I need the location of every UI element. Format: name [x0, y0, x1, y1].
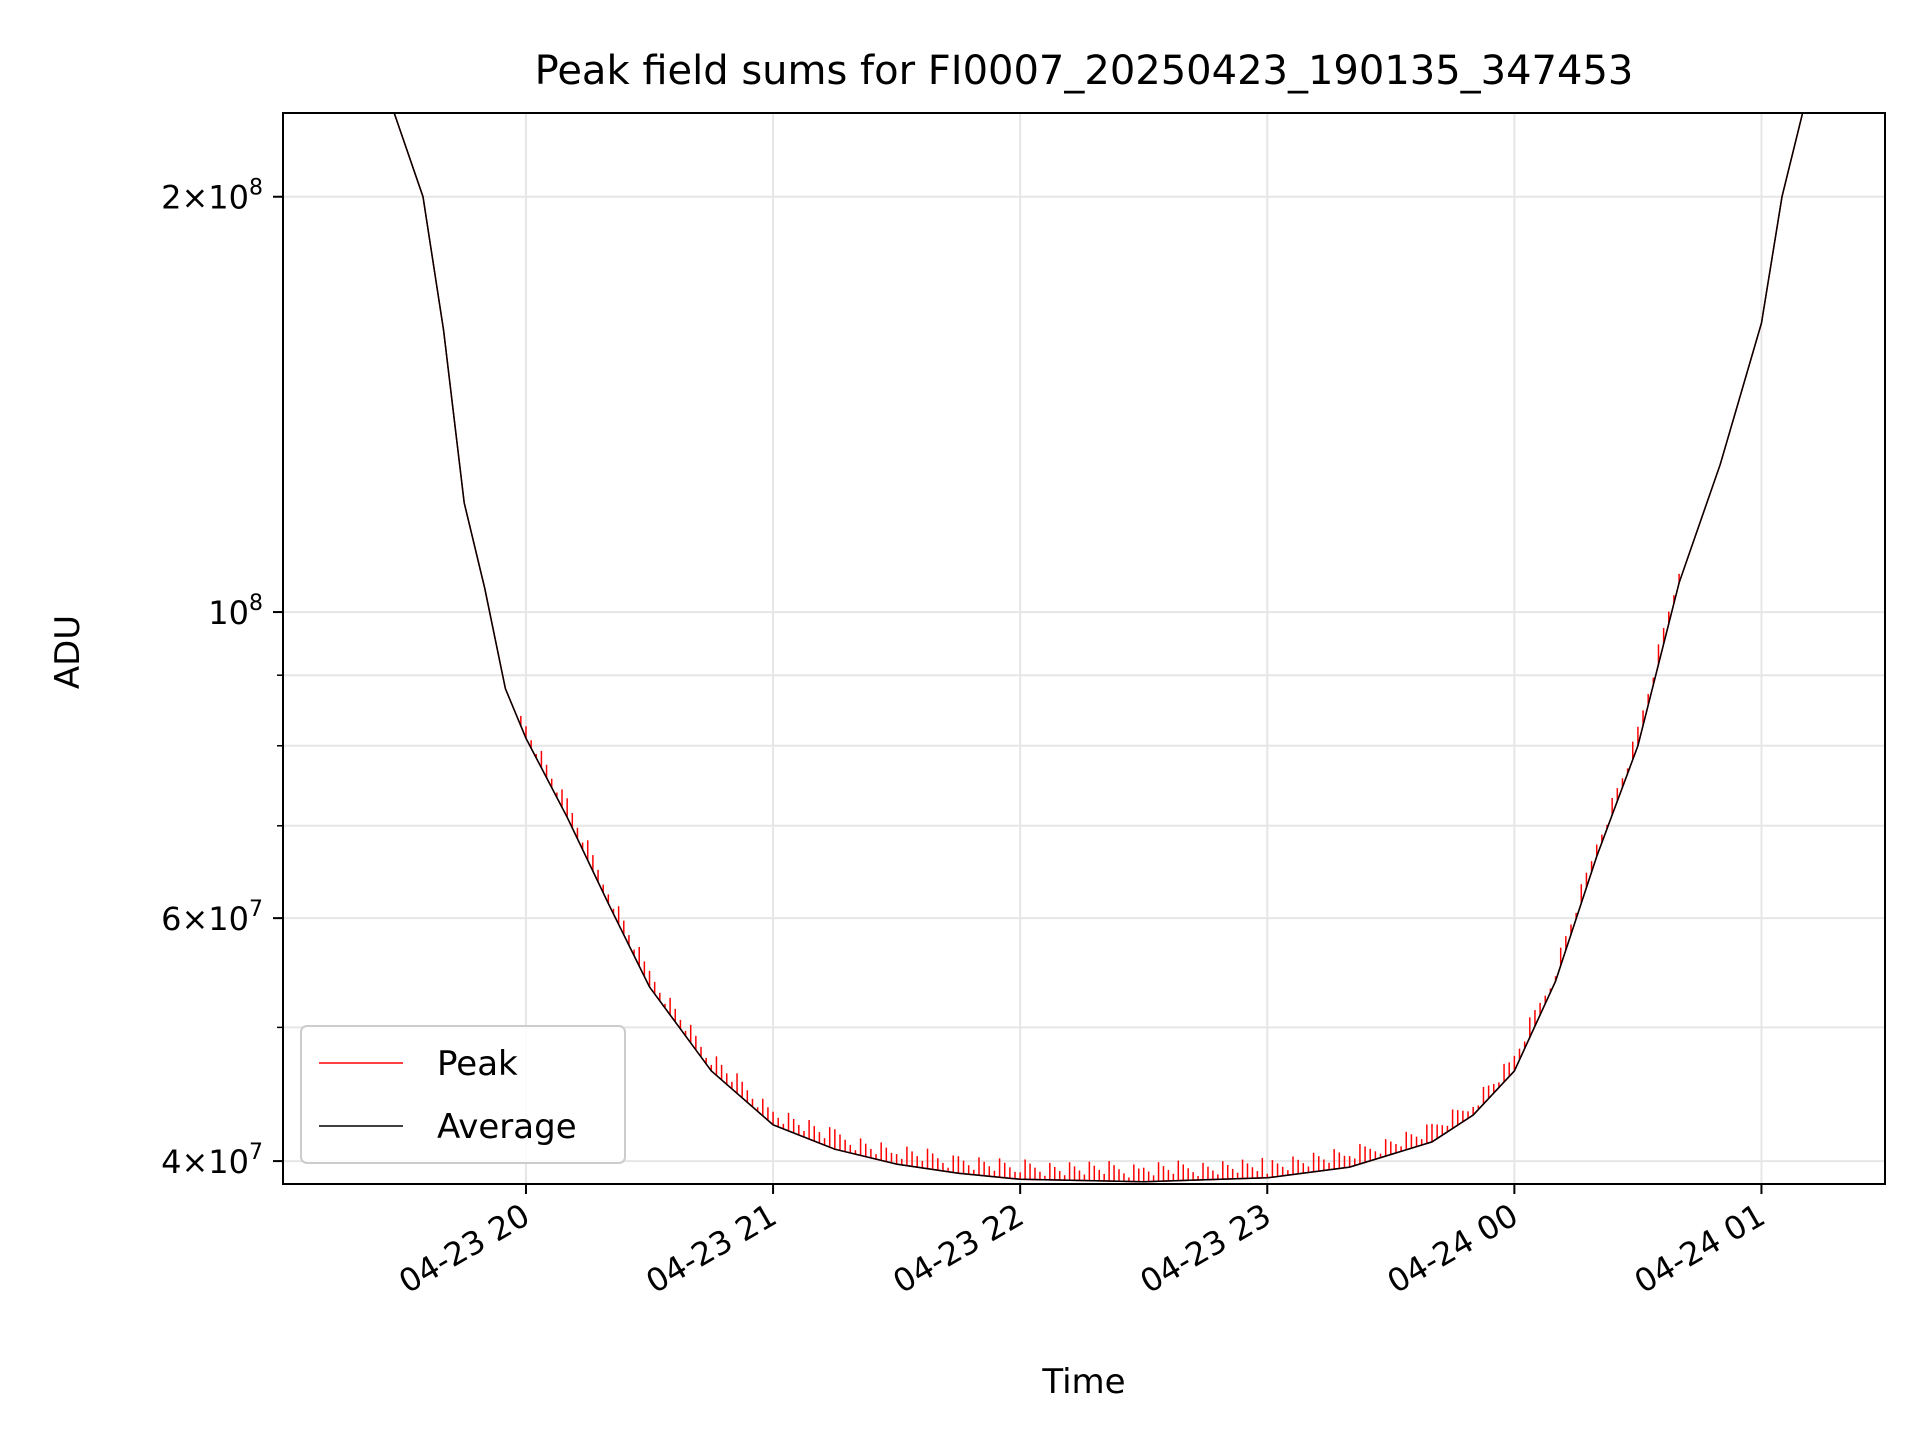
series-layer: [393, 113, 1804, 1183]
y-tick-mantissa: 10: [208, 594, 249, 632]
y-tick-label: 2×108: [161, 176, 263, 217]
y-tick-label: 6×107: [161, 897, 263, 938]
grid: [283, 113, 1885, 1184]
y-tick-exponent: 8: [249, 591, 263, 616]
plot-frame: [282, 112, 1886, 1185]
y-tick-mantissa: 4×10: [161, 1143, 249, 1181]
y-axis-label: ADU: [48, 615, 88, 689]
legend-label-average: Average: [437, 1107, 577, 1147]
y-tick-label: 108: [208, 591, 263, 632]
y-tick-exponent: 7: [249, 1140, 263, 1165]
y-tick-exponent: 7: [249, 897, 263, 922]
legend-label-peak: Peak: [437, 1044, 518, 1084]
legend: Peak Average: [300, 1025, 626, 1164]
legend-box: [300, 1025, 626, 1164]
y-tick-label: 4×107: [161, 1140, 263, 1181]
series-line-average: [393, 113, 1804, 1183]
y-tick-mantissa: 6×10: [161, 900, 249, 938]
y-tick-mantissa: 2×10: [161, 179, 249, 217]
chart-title: Peak field sums for FI0007_20250423_1901…: [535, 48, 1634, 94]
y-tick-exponent: 8: [249, 176, 263, 201]
x-axis-label: Time: [1041, 1362, 1125, 1402]
